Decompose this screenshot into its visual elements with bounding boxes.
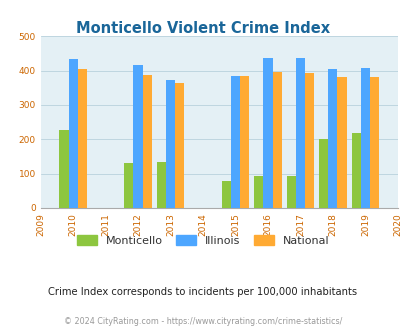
Bar xyxy=(295,57,304,208)
Bar xyxy=(230,77,239,208)
Bar xyxy=(156,162,166,208)
Text: Crime Index corresponds to incidents per 100,000 inhabitants: Crime Index corresponds to incidents per… xyxy=(48,287,357,297)
Bar xyxy=(360,68,369,208)
Bar xyxy=(59,130,68,208)
Bar xyxy=(318,139,328,208)
Bar xyxy=(304,73,313,208)
Bar xyxy=(263,57,272,208)
Bar xyxy=(369,78,378,208)
Bar xyxy=(77,69,87,208)
Legend: Monticello, Illinois, National: Monticello, Illinois, National xyxy=(72,231,333,250)
Text: Monticello Violent Crime Index: Monticello Violent Crime Index xyxy=(76,21,329,36)
Bar xyxy=(68,59,77,208)
Bar xyxy=(175,82,184,208)
Bar xyxy=(239,77,249,208)
Bar xyxy=(142,75,151,208)
Bar xyxy=(124,163,133,208)
Text: © 2024 CityRating.com - https://www.cityrating.com/crime-statistics/: © 2024 CityRating.com - https://www.city… xyxy=(64,317,341,326)
Bar xyxy=(221,181,230,208)
Bar xyxy=(133,65,142,208)
Bar xyxy=(254,176,263,208)
Bar xyxy=(166,80,175,208)
Bar xyxy=(337,78,346,208)
Bar xyxy=(328,69,337,208)
Bar xyxy=(272,72,281,208)
Bar xyxy=(286,176,295,208)
Bar xyxy=(351,133,360,208)
